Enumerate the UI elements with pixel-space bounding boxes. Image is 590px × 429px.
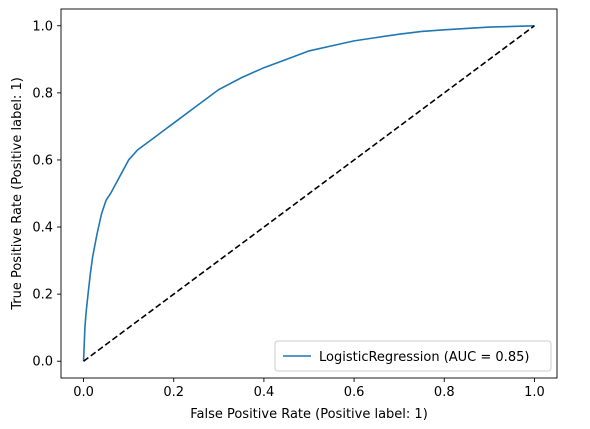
plot-frame [60,8,558,379]
y-axis-label: True Positive Rate (Positive label: 1) [10,77,25,311]
x-tick-label: 0.6 [344,385,365,400]
x-axis-label: False Positive Rate (Positive label: 1) [190,407,428,422]
x-tick-label: 0.8 [434,385,455,400]
y-tick-label: 1.0 [32,19,53,34]
legend-box [274,340,552,372]
x-tick-label: 0.4 [254,385,275,400]
y-tick-label: 0.0 [32,355,53,370]
x-tick-label: 0.0 [73,385,94,400]
y-tick-label: 0.8 [32,86,53,101]
y-tick-label: 0.4 [32,221,53,236]
x-tick-label: 0.2 [163,385,184,400]
legend-entry-logistic-regression: LogisticRegression (AUC = 0.85) [319,350,529,365]
axis-ticks: 0.0 0.2 0.4 0.6 0.8 1.0 0.0 0.2 0.4 0.6 0.8 1.0 [32,19,544,400]
y-tick-label: 0.2 [32,288,53,303]
x-tick-label: 1.0 [524,385,545,400]
legend: LogisticRegression (AUC = 0.85) [274,340,552,372]
plot-area [60,8,558,379]
chance-diagonal-line [83,25,535,362]
y-tick-label: 0.6 [32,153,53,168]
roc-curve-line [82,24,535,362]
